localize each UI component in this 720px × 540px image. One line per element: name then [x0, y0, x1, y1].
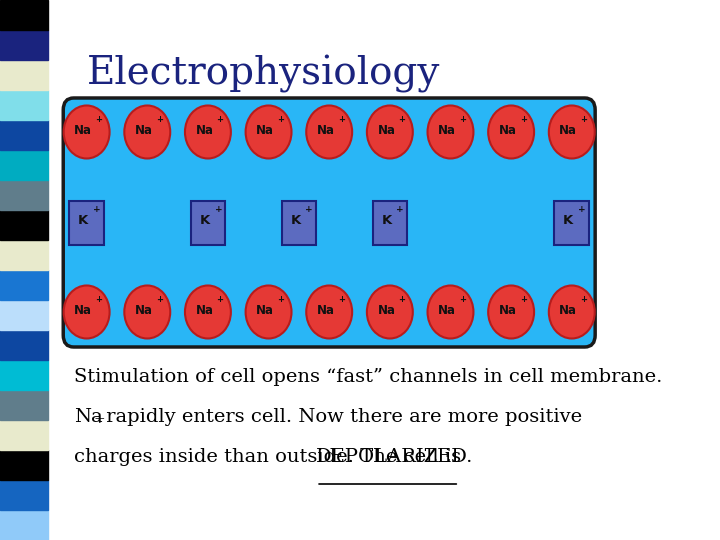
FancyBboxPatch shape: [63, 98, 595, 347]
Text: K: K: [78, 214, 89, 227]
Text: Na: Na: [317, 303, 335, 316]
Circle shape: [306, 286, 352, 339]
Text: charges inside than outside. The cell is: charges inside than outside. The cell is: [73, 448, 467, 466]
Text: +: +: [95, 294, 102, 303]
Bar: [0, 300, 48, 330]
Text: +: +: [578, 206, 586, 214]
Circle shape: [125, 105, 170, 159]
Bar: [0, 60, 48, 90]
Text: +: +: [156, 114, 163, 124]
Bar: [0, 360, 48, 390]
Circle shape: [306, 105, 352, 159]
Bar: [0, 30, 48, 60]
Text: +: +: [398, 294, 405, 303]
FancyBboxPatch shape: [372, 201, 408, 245]
Text: Stimulation of cell opens “fast” channels in cell membrane.: Stimulation of cell opens “fast” channel…: [73, 368, 662, 386]
Text: Na: Na: [499, 303, 517, 316]
Text: +: +: [397, 206, 404, 214]
Circle shape: [63, 286, 109, 339]
Text: +: +: [93, 206, 101, 214]
FancyBboxPatch shape: [191, 201, 225, 245]
Text: Na: Na: [499, 124, 517, 137]
Text: +: +: [305, 206, 313, 214]
Circle shape: [428, 286, 474, 339]
Text: Na: Na: [559, 303, 577, 316]
Circle shape: [246, 286, 292, 339]
Text: Na: Na: [559, 124, 577, 137]
Text: +: +: [398, 114, 405, 124]
Circle shape: [488, 105, 534, 159]
Bar: [0, 0, 48, 30]
Text: +: +: [338, 114, 345, 124]
Circle shape: [367, 105, 413, 159]
Text: K: K: [199, 214, 210, 227]
Text: +: +: [520, 114, 527, 124]
Bar: [0, 180, 48, 210]
Circle shape: [185, 105, 231, 159]
Text: Na: Na: [74, 124, 92, 137]
Circle shape: [549, 286, 595, 339]
Text: Electrophysiology: Electrophysiology: [86, 55, 440, 93]
Text: +: +: [277, 114, 284, 124]
Text: +: +: [580, 294, 588, 303]
Bar: [0, 390, 48, 420]
Text: Na: Na: [256, 124, 274, 137]
Text: Na: Na: [438, 124, 456, 137]
Text: K: K: [563, 214, 573, 227]
Bar: [0, 330, 48, 360]
Text: Na: Na: [377, 124, 395, 137]
Bar: [0, 510, 48, 540]
Text: +: +: [156, 294, 163, 303]
Text: K: K: [290, 214, 300, 227]
FancyBboxPatch shape: [282, 201, 316, 245]
Bar: [0, 150, 48, 180]
Bar: [0, 450, 48, 480]
Text: Na: Na: [256, 303, 274, 316]
Text: +: +: [277, 294, 284, 303]
Text: Na: Na: [73, 408, 102, 426]
Circle shape: [428, 105, 474, 159]
FancyBboxPatch shape: [69, 201, 104, 245]
Circle shape: [549, 105, 595, 159]
Text: +: +: [459, 294, 466, 303]
Text: +: +: [215, 206, 222, 214]
Bar: [0, 120, 48, 150]
Text: Na: Na: [317, 124, 335, 137]
Text: DEPOLARIZED.: DEPOLARIZED.: [316, 448, 474, 466]
Bar: [0, 420, 48, 450]
Circle shape: [488, 286, 534, 339]
Text: +: +: [217, 114, 223, 124]
Bar: [0, 210, 48, 240]
Text: Na: Na: [195, 303, 213, 316]
Text: +: +: [95, 114, 102, 124]
Bar: [0, 480, 48, 510]
Circle shape: [185, 286, 231, 339]
Text: rapidly enters cell. Now there are more positive: rapidly enters cell. Now there are more …: [99, 408, 582, 426]
Text: Na: Na: [377, 303, 395, 316]
Text: Na: Na: [135, 303, 153, 316]
Text: Na: Na: [135, 124, 153, 137]
Text: +: +: [520, 294, 527, 303]
Bar: [0, 240, 48, 270]
Text: Na: Na: [438, 303, 456, 316]
Bar: [0, 270, 48, 300]
FancyBboxPatch shape: [554, 201, 589, 245]
Text: K: K: [382, 214, 392, 227]
Text: +: +: [338, 294, 345, 303]
Circle shape: [63, 105, 109, 159]
Text: +: +: [217, 294, 223, 303]
Text: +: +: [93, 412, 104, 426]
Text: +: +: [580, 114, 588, 124]
Text: Na: Na: [195, 124, 213, 137]
Circle shape: [246, 105, 292, 159]
Circle shape: [367, 286, 413, 339]
Text: +: +: [459, 114, 466, 124]
Circle shape: [125, 286, 170, 339]
Bar: [0, 90, 48, 120]
Text: Na: Na: [74, 303, 92, 316]
